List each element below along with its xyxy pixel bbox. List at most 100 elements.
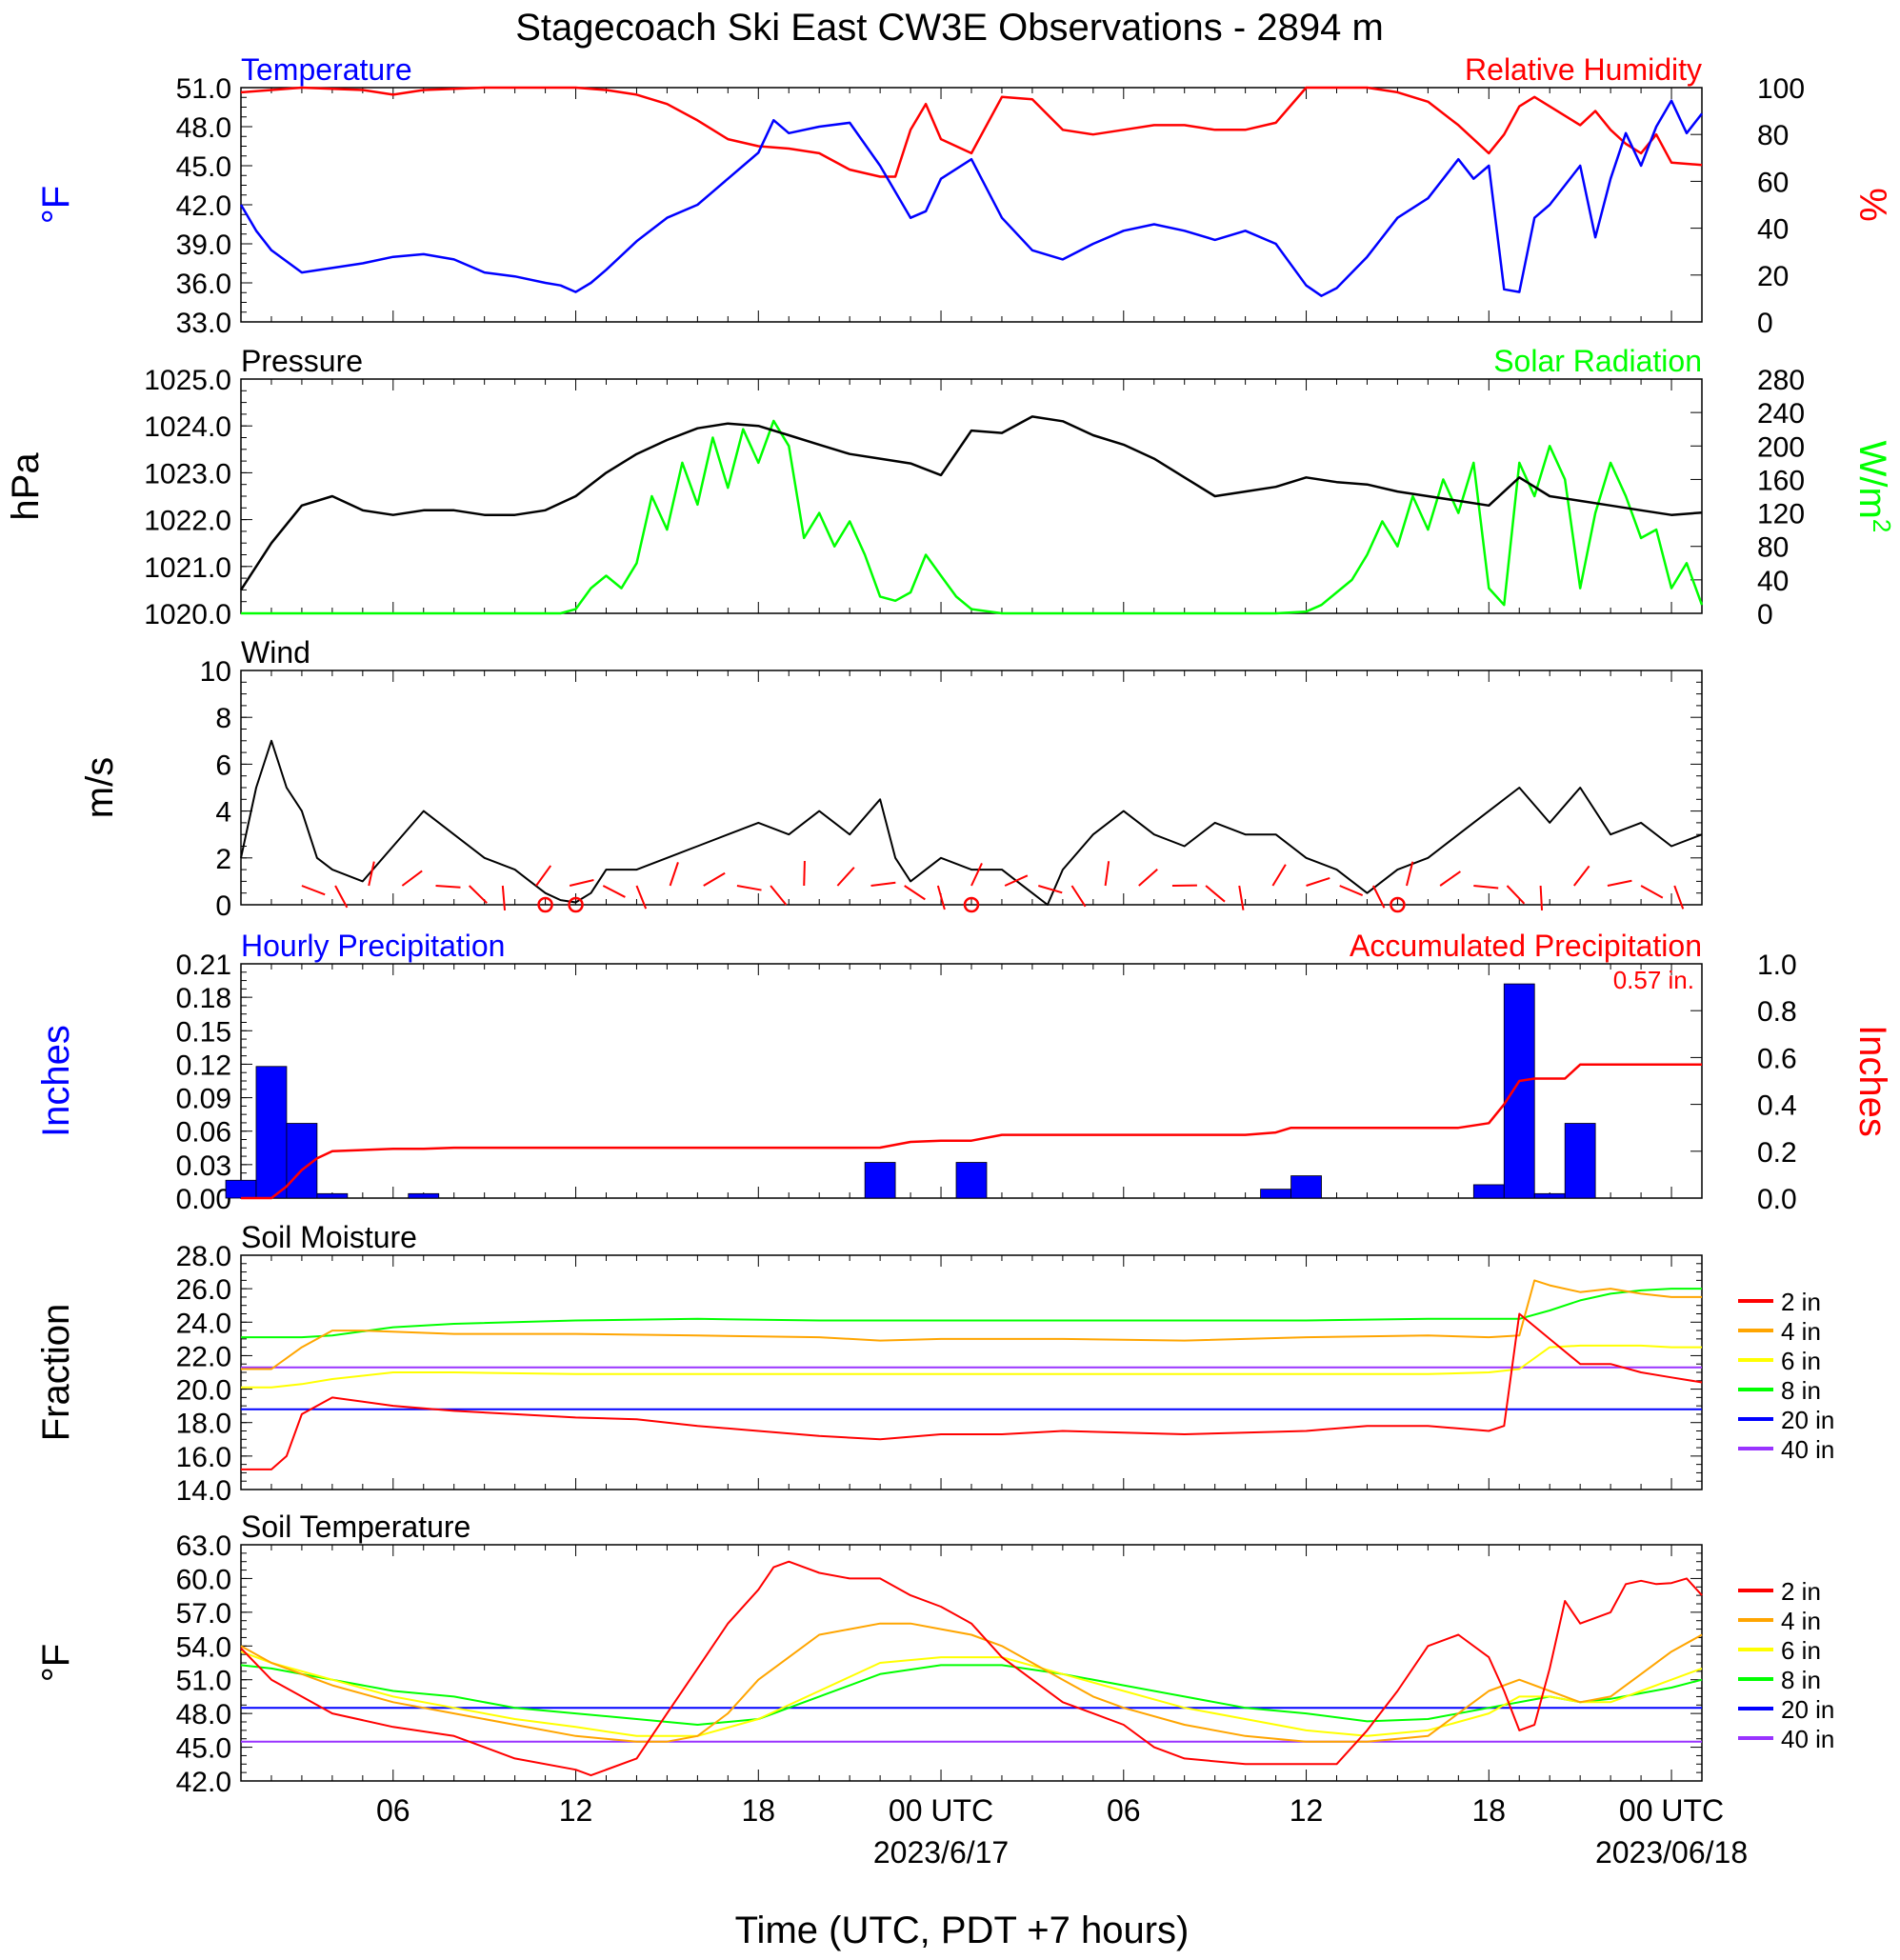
wind-barb [936,885,946,910]
x-tick-label: 18 [741,1793,775,1828]
temperature-line [239,99,1703,297]
y-tick-label-left: 14.0 [176,1475,231,1507]
y-tick-label-left: 39.0 [176,230,231,261]
y-tick-label-left: 18.0 [176,1409,231,1440]
y-tick-label-left: 0.00 [176,1184,231,1215]
solar-radiation-title: Solar Radiation [1493,344,1702,378]
wind-barb [1238,885,1245,910]
calm-wind-marker [537,896,553,913]
y-tick-label-left: 0.09 [176,1084,231,1115]
wind-barb [904,885,926,901]
wind-barb [1038,885,1063,894]
y-tick-label-left: 0.21 [176,950,231,981]
soil-temperature-title: Soil Temperature [241,1510,470,1544]
y-tick-label-left: 51.0 [176,1666,231,1697]
y-tick-label-right: 80 [1757,120,1789,151]
panel-frame [240,378,1703,614]
x-tick-label: 06 [1107,1793,1141,1828]
y-tick-label-left: 8 [215,703,231,734]
y-tick-label-right: 0 [1757,599,1773,630]
x-tick-label: 00 UTC [1619,1793,1724,1828]
x-date-label: 2023/6/17 [873,1835,1009,1870]
wind-barb [468,885,488,904]
y-tick-label-right: 0.4 [1757,1090,1797,1122]
wind-barb [1572,865,1590,887]
wind-barb [401,870,423,887]
y-tick-label-left: 28.0 [176,1241,231,1272]
y-tick-label-left: 1021.0 [144,552,231,584]
wind-barb [1004,874,1029,887]
wind-barb [1306,877,1330,887]
y-tick-label-left: 1023.0 [144,458,231,490]
wind-barb [368,861,375,887]
y-tick-label-left: 48.0 [176,112,231,144]
x-axis-label: Time (UTC, PDT +7 hours) [735,1910,1190,1951]
y-tick-label-left: 60.0 [176,1564,231,1595]
calm-wind-marker [568,896,584,913]
wind-barb [1371,885,1386,909]
panel-temp_rh: 51.0 48.0 45.0 42.0 39.0 36.0 33.0 100 80 60 40 20 0… [35,52,1893,339]
y-tick-label-right: 100 [1757,73,1805,105]
soil-temperature-line [240,1560,1703,1777]
wind-barb [535,865,552,887]
y-tick-label-right: 60 [1757,167,1789,198]
y-tick-label-right: 1.0 [1757,950,1797,981]
precip-bar [955,1162,988,1199]
y-tick-label-left: 2 [215,844,231,875]
y-tick-label-left: 42.0 [176,190,231,222]
legend-label: 8 in [1781,1666,1821,1694]
wind-barb [334,885,349,909]
y-tick-label-left: 16.0 [176,1442,231,1473]
wind-barb [501,885,507,910]
y-tick-label-left: 63.0 [176,1530,231,1562]
wind-barb [1138,869,1158,887]
panel-soil_moisture: 28.026.024.022.020.018.016.014.0 Soil Moi… [35,1220,1834,1507]
soil-temperature-unit: °F [35,1644,77,1682]
wind-barb [1070,885,1087,908]
y-tick-label-right: 0.8 [1757,996,1797,1028]
wind-barb [1205,885,1226,903]
y-tick-label-right: 240 [1757,398,1805,430]
x-tick-label: 06 [376,1793,410,1828]
y-tick-label-left: 0.12 [176,1050,231,1081]
soil-moisture-unit: Fraction [35,1304,77,1442]
y-tick-label-right: 0.0 [1757,1184,1797,1215]
wind-unit: m/s [79,757,121,818]
rh-unit: % [1851,188,1893,222]
wind-title: Wind [241,635,310,670]
wind-barb [770,885,788,906]
panel-precip: 0.210.180.150.120.090.060.030.00 1.0 0.8 0.… [35,929,1893,1215]
y-tick-label-left: 57.0 [176,1598,231,1630]
x-date-label: 2023/06/18 [1595,1835,1748,1870]
pressure-unit: hPa [5,452,47,521]
y-tick-label-left: 0.03 [176,1150,231,1182]
precip-bar [255,1066,288,1199]
legend-label: 6 in [1781,1347,1821,1375]
precip-bar [225,1179,257,1199]
legend-label: 6 in [1781,1636,1821,1665]
soil-temperature-line [240,1650,1703,1737]
chart-title: Stagecoach Ski East CW3E Observations - … [515,7,1384,49]
wind-barb [1473,885,1499,890]
y-tick-label-left: 6 [215,750,231,781]
precip-bar [1472,1184,1505,1199]
x-tick-label: 00 UTC [889,1793,993,1828]
wind-barb [1271,864,1287,887]
y-tick-label-left: 45.0 [176,1733,231,1765]
soil-moisture-line [241,1288,1702,1339]
y-tick-label-left: 0.06 [176,1117,231,1149]
precip-bar [864,1162,896,1199]
legend-label: 8 in [1781,1376,1821,1405]
y-tick-label-right: 0.6 [1757,1043,1797,1074]
x-tick-label: 12 [559,1793,593,1828]
legend-label: 2 in [1781,1288,1821,1316]
wind-barb [669,862,679,887]
y-tick-label-left: 20.0 [176,1375,231,1407]
wind-barb [970,863,983,887]
x-tick-label: 18 [1471,1793,1506,1828]
y-tick-label-right: 0 [1757,308,1773,339]
soil-moisture-line [241,1279,1702,1370]
precip-total-label: 0.57 in. [1613,966,1694,994]
y-tick-label-left: 54.0 [176,1631,231,1663]
